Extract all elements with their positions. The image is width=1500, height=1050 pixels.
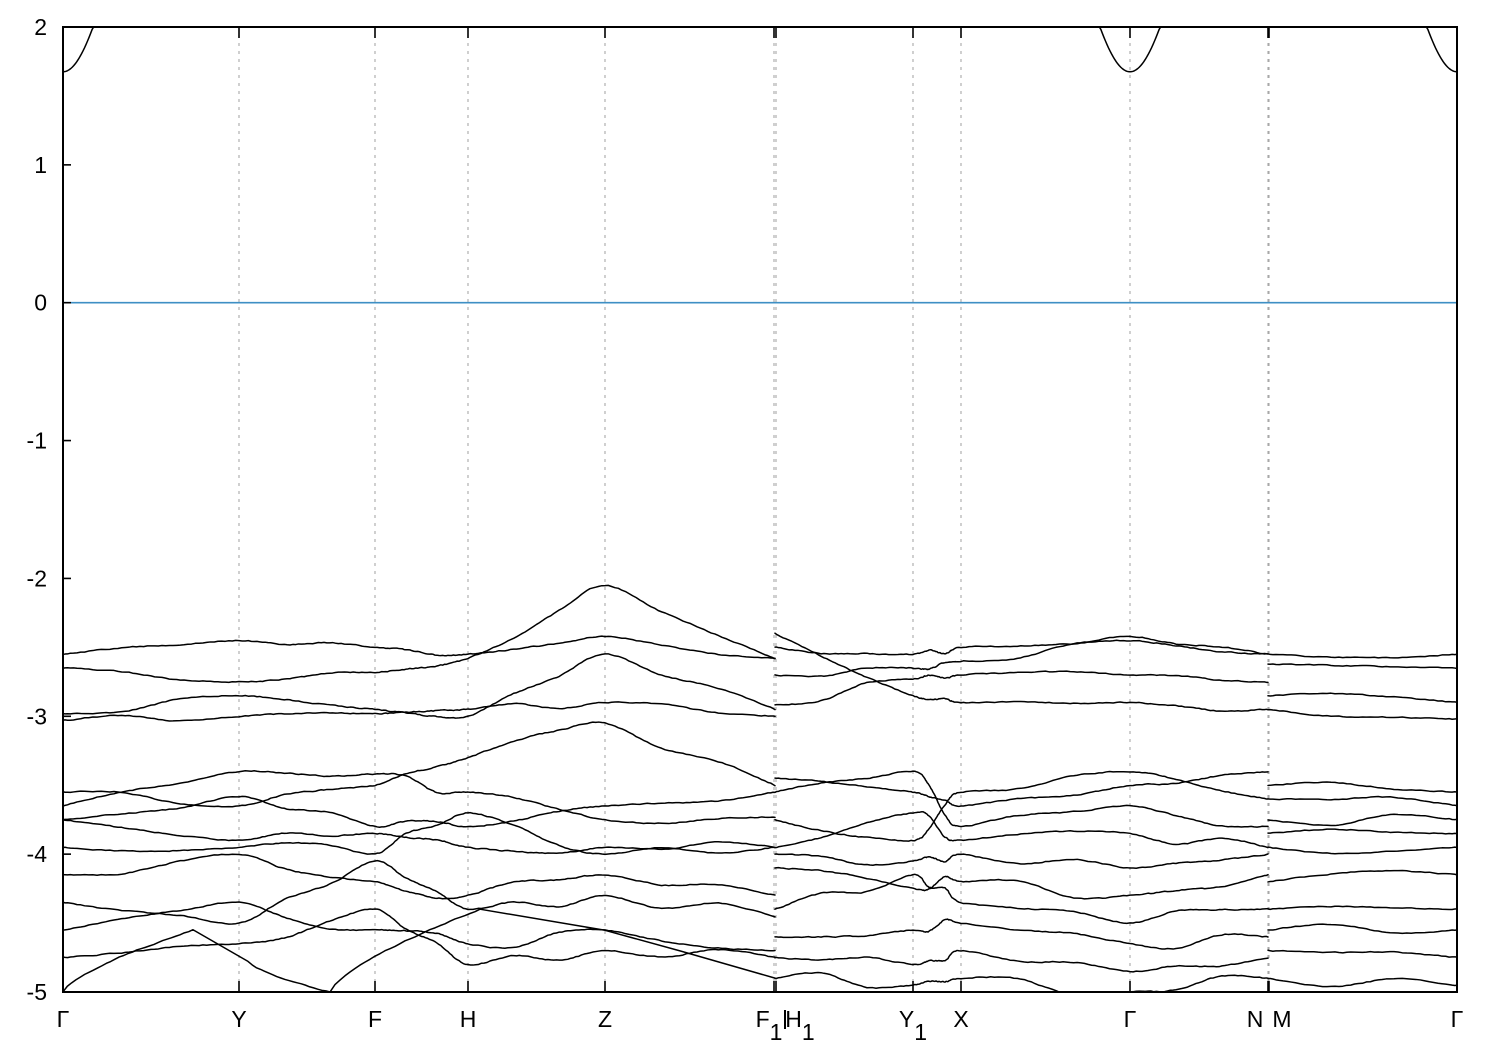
svg-text:Y1: Y1 bbox=[899, 1006, 927, 1045]
svg-text:Y: Y bbox=[231, 1006, 246, 1032]
svg-text:Z: Z bbox=[598, 1006, 612, 1032]
svg-text:Γ: Γ bbox=[57, 1006, 70, 1032]
svg-text:F1: F1 bbox=[756, 1006, 783, 1045]
svg-text:-2: -2 bbox=[27, 565, 47, 591]
svg-text:-4: -4 bbox=[27, 841, 48, 867]
svg-text:1: 1 bbox=[34, 152, 47, 178]
svg-text:Γ: Γ bbox=[1124, 1006, 1137, 1032]
svg-text:X: X bbox=[953, 1006, 968, 1032]
svg-text:F: F bbox=[368, 1006, 382, 1032]
svg-text:2: 2 bbox=[34, 14, 47, 40]
svg-text:H: H bbox=[460, 1006, 477, 1032]
svg-text:M: M bbox=[1272, 1006, 1291, 1032]
svg-text:Γ: Γ bbox=[1451, 1006, 1464, 1032]
svg-text:-3: -3 bbox=[27, 703, 47, 729]
svg-text:0: 0 bbox=[34, 290, 47, 316]
svg-text:N: N bbox=[1247, 1006, 1264, 1032]
svg-text:-5: -5 bbox=[27, 979, 47, 1005]
svg-text:H1: H1 bbox=[785, 1006, 814, 1045]
svg-text:-1: -1 bbox=[27, 428, 47, 454]
